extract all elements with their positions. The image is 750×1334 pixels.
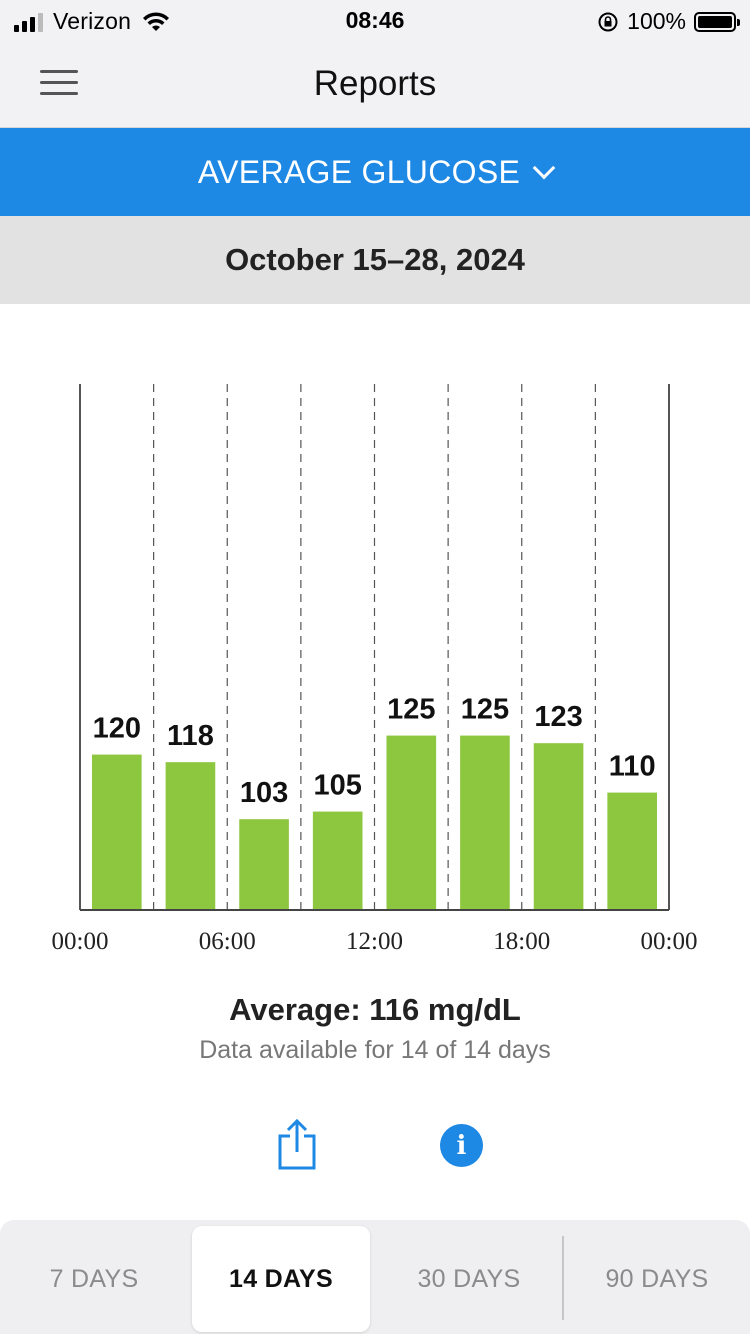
bar-4	[386, 735, 437, 910]
bar-1	[165, 762, 216, 910]
bar-value-label: 120	[93, 713, 141, 745]
info-icon[interactable]: i	[440, 1124, 483, 1167]
x-tick-label: 12:00	[346, 928, 403, 955]
bar-2	[239, 819, 289, 910]
date-range-label: October 15–28, 2024	[225, 242, 525, 277]
date-range-band: October 15–28, 2024	[0, 216, 750, 304]
hamburger-menu-icon[interactable]	[40, 70, 78, 96]
report-type-label: AVERAGE GLUCOSE	[197, 153, 521, 190]
tab-90-days[interactable]: 90 DAYS	[605, 1264, 709, 1293]
bar-7	[607, 792, 657, 910]
share-icon[interactable]	[276, 1118, 318, 1172]
bar-value-label: 103	[240, 777, 288, 809]
bar-5	[460, 735, 510, 910]
signal-icon	[14, 12, 43, 32]
range-segmented-control: 7 DAYS 14 DAYS 30 DAYS 90 DAYS	[0, 1220, 750, 1334]
bar-6	[533, 743, 584, 910]
tab-30-days[interactable]: 30 DAYS	[417, 1264, 521, 1293]
tab-7-days[interactable]: 7 DAYS	[49, 1264, 139, 1293]
battery-icon	[694, 11, 740, 32]
chart-svg: 120 118 103 105 125 125 123 110 00:00 06:00 12:00 1…	[52, 384, 698, 955]
bar-value-label: 105	[313, 770, 361, 802]
x-tick-label: 18:00	[493, 928, 550, 955]
average-value: Average: 116 mg/dL	[229, 992, 521, 1027]
bar-3	[312, 811, 363, 910]
nav-bar: Reports	[0, 42, 750, 128]
bar-0	[92, 754, 142, 910]
report-type-dropdown[interactable]: AVERAGE GLUCOSE	[0, 128, 750, 216]
status-left: Verizon	[14, 8, 171, 35]
x-tick-label: 00:00	[52, 928, 109, 955]
battery-percent: 100%	[627, 8, 686, 34]
chevron-down-icon	[532, 156, 556, 180]
tab-divider	[562, 1236, 564, 1320]
wifi-icon	[143, 11, 170, 31]
bar-value-label: 125	[387, 694, 435, 726]
carrier-label: Verizon	[53, 8, 132, 34]
orientation-lock-icon	[598, 12, 618, 31]
bar-value-label: 123	[534, 701, 582, 733]
page-title: Reports	[313, 64, 437, 103]
status-bar: Verizon 08:46 100%	[0, 0, 750, 42]
status-time: 08:46	[345, 7, 405, 33]
bar-value-label: 110	[609, 751, 656, 783]
data-availability: Data available for 14 of 14 days	[199, 1036, 551, 1064]
x-tick-label: 00:00	[641, 928, 698, 955]
average-glucose-chart: 120 118 103 105 125 125 123 110 00:00 06:00 12:00 1…	[0, 304, 750, 984]
bar-value-label: 118	[167, 720, 214, 752]
status-right: 100%	[597, 8, 740, 35]
tab-14-days[interactable]: 14 DAYS	[192, 1226, 370, 1332]
x-tick-label: 06:00	[199, 928, 256, 955]
bar-value-label: 125	[461, 694, 509, 726]
